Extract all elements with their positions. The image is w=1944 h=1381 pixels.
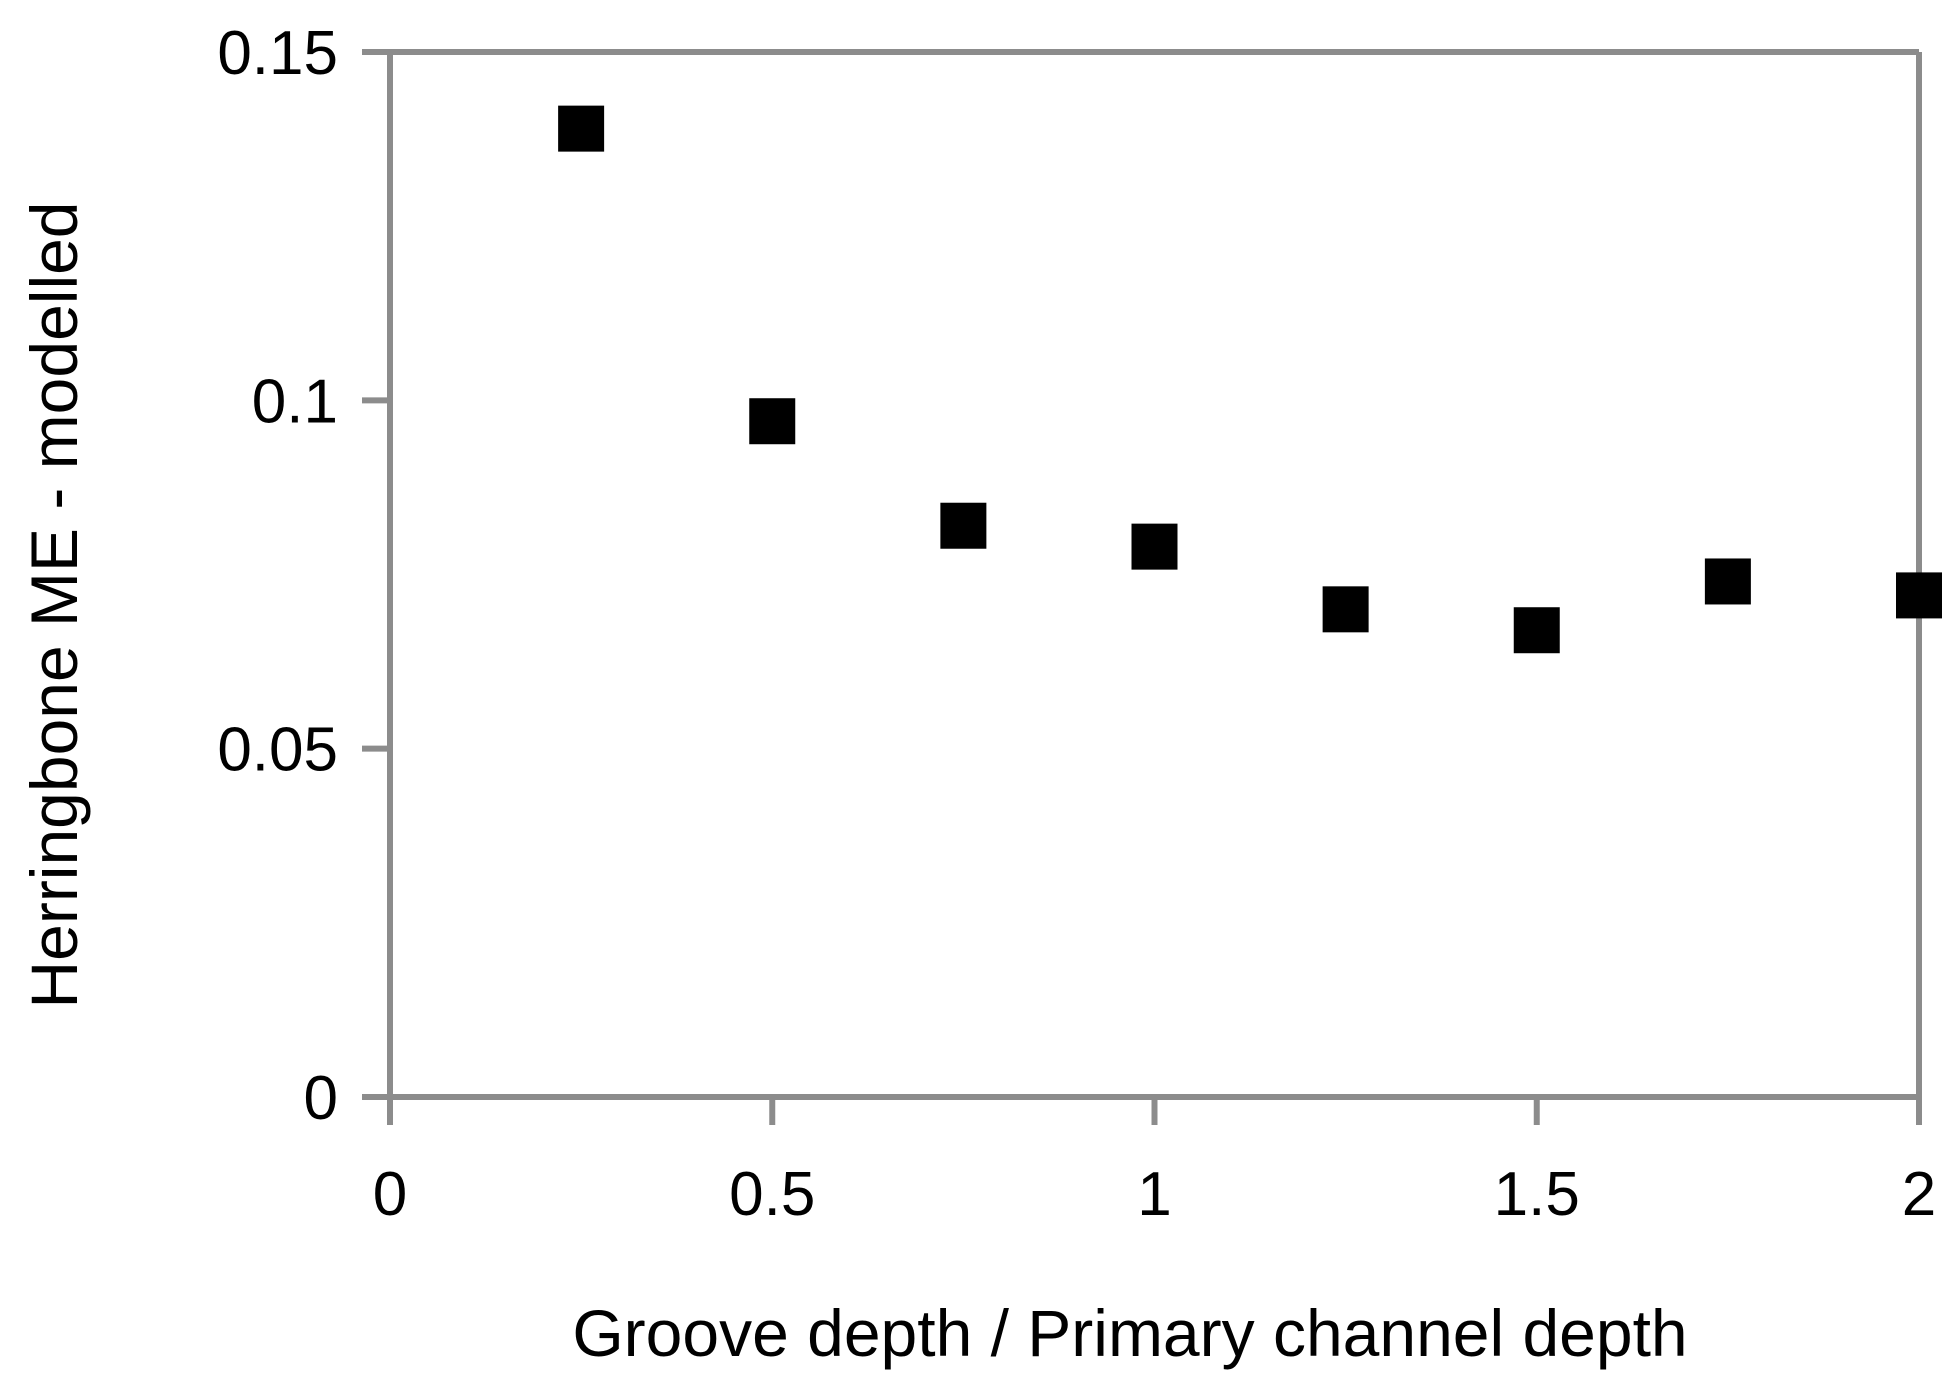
x-tick-label: 1.5 bbox=[1494, 1160, 1580, 1229]
x-tick-label: 0 bbox=[373, 1160, 407, 1229]
y-tick-label: 0.15 bbox=[217, 19, 338, 88]
data-point bbox=[558, 105, 605, 152]
y-tick-label: 0 bbox=[304, 1064, 338, 1133]
data-point bbox=[1513, 607, 1560, 654]
x-tick-label: 1 bbox=[1137, 1160, 1171, 1229]
y-tick-label: 0.1 bbox=[252, 367, 338, 436]
y-axis-label: Herringbone ME - modelled bbox=[17, 201, 91, 1008]
data-points bbox=[558, 105, 1942, 654]
data-point bbox=[1131, 523, 1178, 570]
x-tick-label: 2 bbox=[1902, 1160, 1936, 1229]
y-tick-labels: 0 0.05 0.1 0.15 bbox=[217, 19, 338, 1133]
y-tick-label: 0.05 bbox=[217, 716, 338, 785]
data-point bbox=[1322, 586, 1369, 633]
data-point bbox=[1704, 558, 1751, 605]
x-tick-labels: 0 0.5 1 1.5 2 bbox=[373, 1160, 1936, 1229]
axes bbox=[362, 49, 1922, 1125]
data-point bbox=[940, 502, 987, 549]
x-tick-label: 0.5 bbox=[729, 1160, 815, 1229]
x-axis-label: Groove depth / Primary channel depth bbox=[572, 1296, 1687, 1370]
data-point bbox=[749, 398, 796, 445]
data-point bbox=[1896, 572, 1942, 619]
